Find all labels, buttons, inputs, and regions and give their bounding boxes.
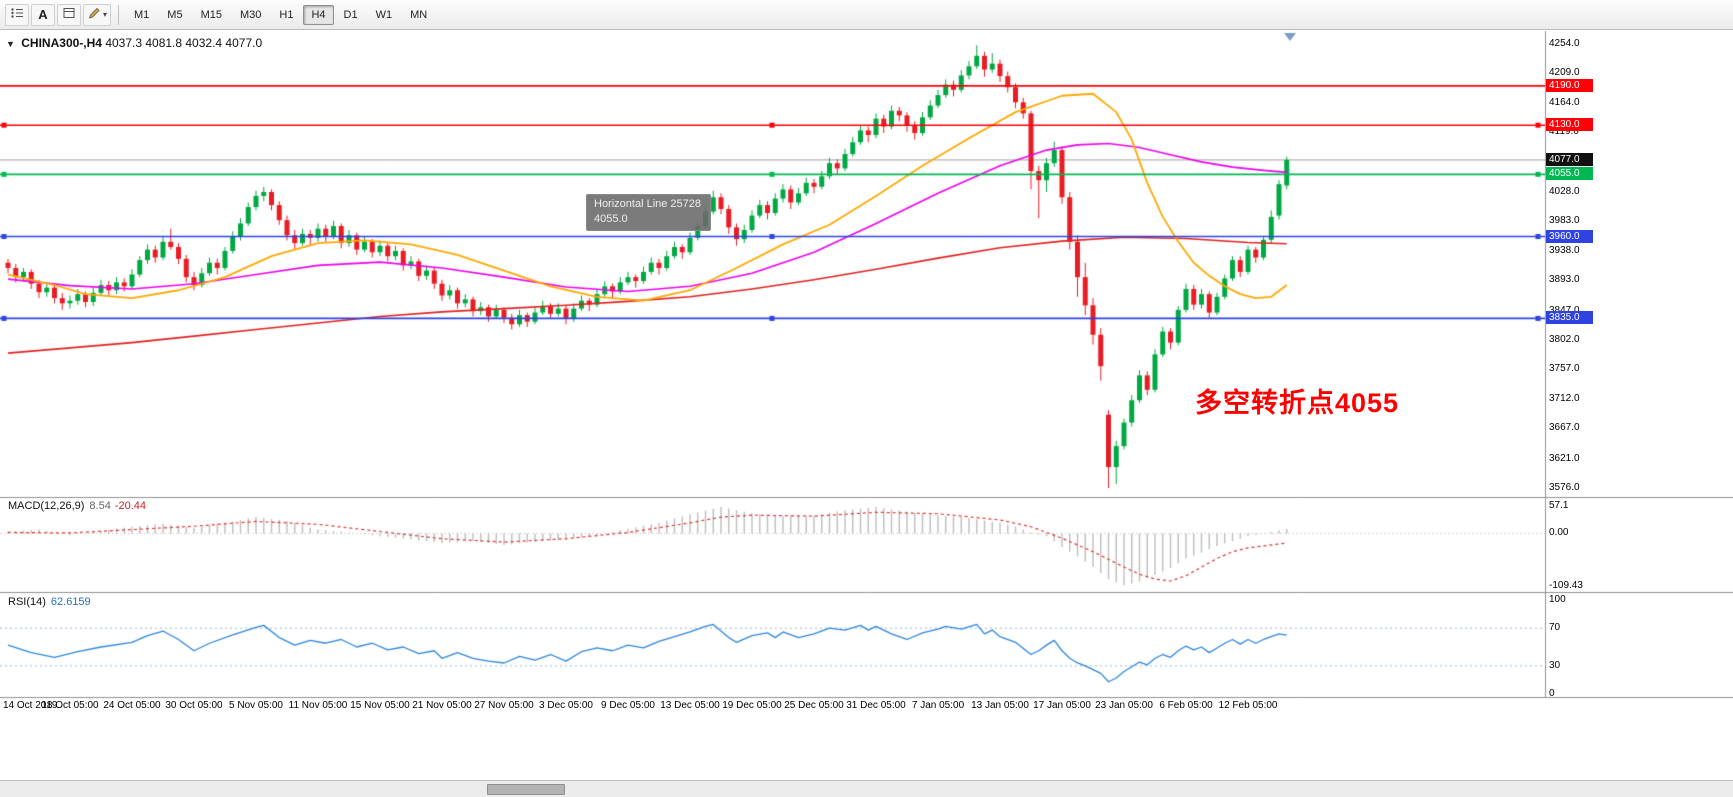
price-tick-label: 3938.0	[1549, 244, 1580, 256]
timeframe-button-D1[interactable]: D1	[336, 5, 366, 25]
date-label: 12 Feb 05:00	[1218, 700, 1278, 711]
timeframe-button-H1[interactable]: H1	[271, 5, 301, 25]
level-price-box: 4130.0	[1546, 118, 1593, 132]
dropdown-caret-icon: ▾	[103, 10, 108, 19]
price-tick-label: 3757.0	[1549, 363, 1580, 375]
chart-symbol-period: CHINA300-,H4	[21, 36, 102, 50]
date-label: 23 Jan 05:00	[1095, 700, 1153, 711]
level-price-box: 3960.0	[1546, 229, 1593, 243]
rsi-value: 62.6159	[50, 596, 91, 608]
price-tick-label: 3983.0	[1549, 215, 1580, 227]
level-price-box: 3835.0	[1546, 311, 1593, 325]
timeframe-group: M1 M5 M15 M30 H1 H4 D1 W1 MN	[125, 4, 436, 25]
date-label: 5 Nov 05:00	[229, 700, 283, 711]
rsi-tick-label: 100	[1549, 594, 1566, 605]
charts-list-button[interactable]	[5, 3, 29, 26]
price-tick-label: 3576.0	[1549, 482, 1580, 494]
price-tick-label: 3802.0	[1549, 334, 1580, 345]
rsi-label: RSI(14) 62.6159	[8, 596, 91, 608]
date-label: 30 Oct 05:00	[165, 700, 223, 711]
date-label: 21 Nov 05:00	[412, 700, 472, 711]
current-price-box: 4077.0	[1546, 152, 1593, 166]
date-label: 17 Jan 05:00	[1033, 700, 1091, 711]
macd-main-value: 8.54	[89, 500, 111, 512]
chart-title: ▼ CHINA300-,H4 4037.3 4081.8 4032.4 4077…	[6, 36, 262, 50]
status-bar	[0, 780, 1733, 797]
macd-tick-label: 57.1	[1549, 500, 1569, 511]
timeframe-button-H4[interactable]: H4	[303, 4, 334, 25]
macd-tick-label: 0.00	[1549, 527, 1569, 539]
date-label: 18 Oct 05:00	[41, 700, 99, 711]
tooltip-object-name: Horizontal Line 25728	[594, 198, 702, 210]
date-label: 24 Oct 05:00	[103, 700, 161, 711]
chart-dropdown-icon[interactable]: ▼	[6, 39, 15, 49]
price-tick-label: 4254.0	[1549, 38, 1580, 49]
price-tick-label: 4119.0	[1549, 126, 1579, 138]
toolbar: A ▾ M1 M5 M15 M30 H1 H4 D1 W1 MN	[0, 0, 1733, 30]
level-price-box: 4190.0	[1546, 78, 1593, 92]
price-tick-label: 3847.0	[1549, 304, 1580, 316]
object-tooltip: Horizontal Line 25728 4055.0	[586, 194, 712, 231]
scrollbar-thumb[interactable]	[487, 784, 565, 795]
date-label: 7 Jan 05:00	[911, 700, 965, 711]
pencil-icon	[87, 6, 101, 23]
timeframe-button-W1[interactable]: W1	[368, 5, 401, 25]
date-label: 9 Dec 05:00	[601, 700, 655, 711]
price-tick-label: 4164.0	[1549, 96, 1580, 108]
frame-icon	[62, 6, 76, 23]
date-label: 25 Dec 05:00	[784, 700, 844, 711]
date-label: 19 Dec 05:00	[722, 700, 782, 711]
macd-signal-value: -20.44	[114, 500, 147, 512]
price-tick-label: 4209.0	[1549, 67, 1580, 79]
rsi-name: RSI(14)	[8, 596, 46, 608]
draw-tool-button[interactable]: ▾	[83, 3, 112, 26]
price-tick-label: 3667.0	[1549, 422, 1580, 434]
menu-grid-icon	[10, 6, 24, 23]
frame-tool-button[interactable]	[57, 3, 81, 26]
text-annotation[interactable]: 多空转折点4055	[1195, 388, 1400, 418]
toolbar-tools: A ▾	[4, 3, 112, 26]
price-tick-label: 4028.0	[1549, 186, 1580, 197]
chart-ohlc-values: 4037.3 4081.8 4032.4 4077.0	[105, 36, 263, 50]
macd-tick-label: -109.43	[1549, 580, 1583, 591]
tooltip-object-value: 4055.0	[594, 213, 628, 225]
price-tick-label: 3712.0	[1549, 392, 1580, 404]
date-label: 27 Nov 05:00	[474, 700, 534, 711]
date-label: 13 Jan 05:00	[971, 700, 1029, 711]
date-label: 6 Feb 05:00	[1159, 700, 1213, 711]
macd-name: MACD(12,26,9)	[8, 500, 85, 512]
date-label: 13 Dec 05:00	[660, 700, 720, 711]
timeframe-button-M5[interactable]: M5	[159, 5, 190, 25]
price-tick-label: 3621.0	[1549, 452, 1580, 464]
timeframe-button-M1[interactable]: M1	[126, 5, 157, 25]
date-label: 14 Oct 2019	[3, 700, 58, 711]
toolbar-separator	[118, 4, 120, 25]
rsi-tick-label: 70	[1549, 622, 1561, 634]
timeframe-button-M15[interactable]: M15	[193, 5, 230, 25]
rsi-tick-label: 0	[1549, 688, 1555, 699]
date-label: 15 Nov 05:00	[350, 700, 410, 711]
date-label: 11 Nov 05:00	[288, 700, 348, 711]
price-tick-label: 3893.0	[1549, 274, 1580, 286]
macd-label: MACD(12,26,9) 8.54 -20.44	[8, 500, 146, 512]
date-label: 31 Dec 05:00	[846, 700, 906, 711]
rsi-tick-label: 30	[1549, 659, 1561, 671]
text-style-button[interactable]: A	[31, 3, 55, 26]
level-price-box: 4055.0	[1546, 167, 1593, 181]
date-label: 3 Dec 05:00	[539, 700, 593, 711]
timeframe-button-M30[interactable]: M30	[232, 5, 269, 25]
timeframe-button-MN[interactable]: MN	[402, 5, 435, 25]
